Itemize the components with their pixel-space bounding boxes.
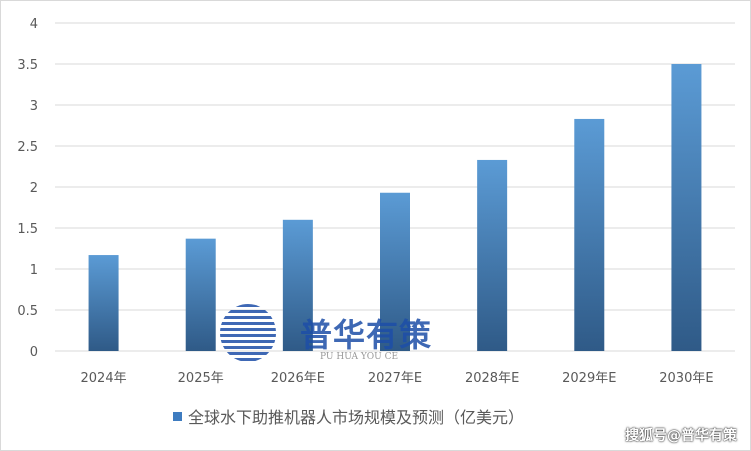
bar <box>185 238 216 351</box>
watermark-logo: 普华有策 PU HUA YOU CE <box>220 304 460 364</box>
x-tick-label: 2029年E <box>562 371 616 386</box>
x-tick-label: 2027年E <box>368 371 422 386</box>
legend: 全球水下助推机器人市场规模及预测（亿美元） <box>173 404 524 428</box>
bar <box>671 64 702 351</box>
source-credit: 搜狐号@普华有策 <box>625 428 737 444</box>
bar <box>574 118 605 351</box>
y-tick-label: 4 <box>30 17 38 32</box>
watermark-subtext: PU HUA YOU CE <box>320 352 399 362</box>
y-tick-label: 2.5 <box>17 140 38 155</box>
legend-label: 全球水下助推机器人市场规模及预测（亿美元） <box>188 408 525 427</box>
y-tick-label: 1 <box>30 263 38 278</box>
x-tick-label: 2030年E <box>659 371 713 386</box>
watermark-text: 普华有策 <box>300 316 433 354</box>
bar <box>282 219 313 351</box>
x-tick-label: 2028年E <box>465 371 519 386</box>
y-tick-label: 3 <box>30 99 38 114</box>
y-tick-label: 0 <box>30 345 38 360</box>
x-tick-label: 2026年E <box>271 371 325 386</box>
x-tick-label: 2025年 <box>178 371 224 386</box>
y-tick-label: 3.5 <box>17 58 38 73</box>
legend-swatch <box>173 411 182 421</box>
y-tick-label: 0.5 <box>17 304 38 319</box>
y-tick-label: 2 <box>30 181 38 196</box>
bar <box>477 159 508 351</box>
bar <box>380 192 410 351</box>
x-tick-label: 2024年 <box>81 371 127 386</box>
bar <box>88 255 119 351</box>
y-tick-label: 1.5 <box>17 222 38 237</box>
logo-icon <box>220 304 276 362</box>
